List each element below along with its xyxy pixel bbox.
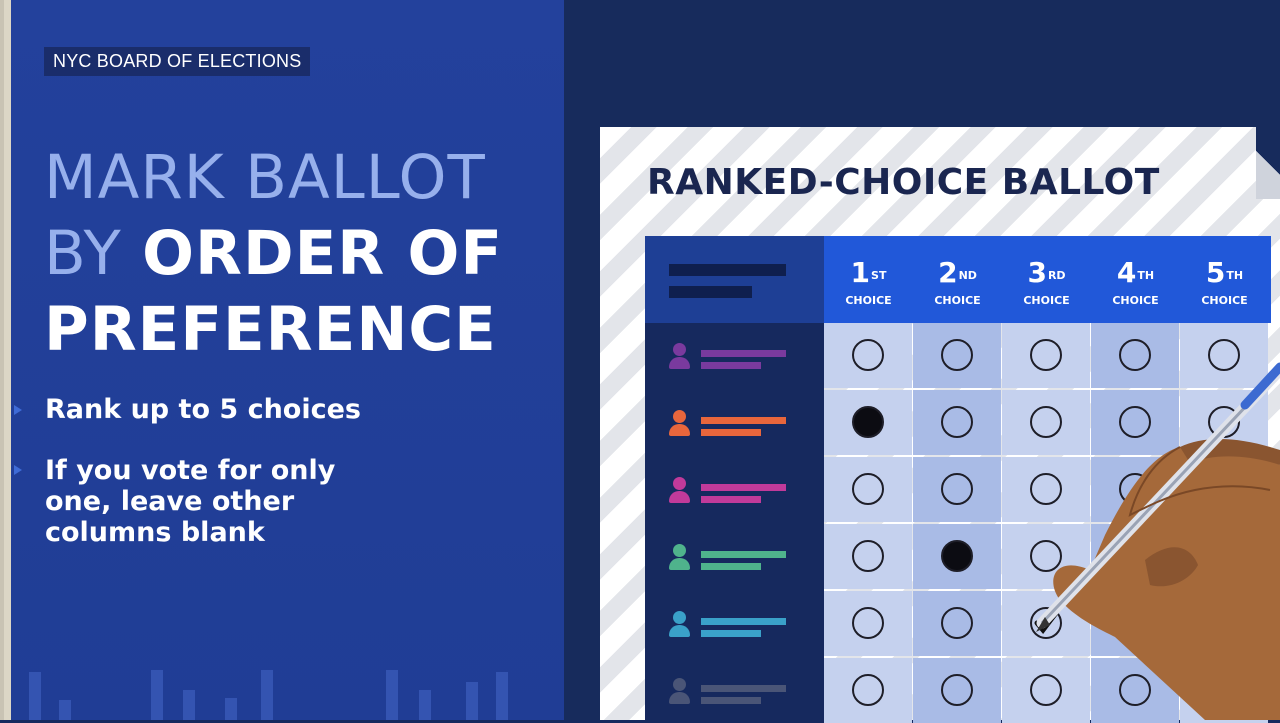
left-edge-strip	[0, 0, 11, 720]
person-icon-body	[669, 558, 690, 570]
choice-header-4: 4TH CHOICE	[1112, 256, 1159, 308]
info-panel	[11, 0, 564, 720]
ballot-cell	[1002, 390, 1090, 455]
empty-bubble[interactable]	[852, 339, 884, 371]
candidate-name-line	[701, 417, 786, 424]
person-icon-body	[669, 625, 690, 637]
empty-bubble[interactable]	[1119, 339, 1151, 371]
ballot-cell	[913, 323, 1001, 388]
ballot-cell	[824, 524, 912, 589]
bullet-rank: Rank up to 5 choices	[45, 394, 361, 425]
person-icon	[673, 343, 686, 356]
headline-line2-bold: ORDER OF	[142, 218, 504, 289]
candidate-header	[645, 236, 824, 323]
bullet-line: columns blank	[45, 517, 265, 548]
headline-line1: MARK BALLOT	[44, 142, 486, 213]
candidate-name-line	[701, 496, 761, 503]
empty-bubble[interactable]	[1119, 406, 1151, 438]
bullet-arrow-icon	[14, 405, 22, 415]
empty-bubble[interactable]	[941, 339, 973, 371]
ballot-cell	[1002, 658, 1090, 723]
bullet-arrow-icon	[14, 465, 22, 475]
empty-bubble[interactable]	[1119, 674, 1151, 706]
choice-header-1: 1ST CHOICE	[845, 256, 892, 308]
bullet-line: one, leave other	[45, 486, 295, 517]
ballot-cell	[913, 591, 1001, 656]
person-icon-body	[669, 491, 690, 503]
candidate-name-line	[701, 429, 761, 436]
ballot-title: RANKED-CHOICE BALLOT	[647, 162, 1160, 203]
bullet-line: If you vote for only	[45, 455, 336, 486]
candidate-name-line	[701, 697, 761, 704]
person-icon	[673, 611, 686, 624]
person-icon	[673, 477, 686, 490]
filled-bubble[interactable]	[941, 540, 973, 572]
empty-bubble[interactable]	[1030, 540, 1062, 572]
filled-bubble[interactable]	[852, 406, 884, 438]
candidate-name-line	[701, 618, 786, 625]
empty-bubble[interactable]	[1030, 406, 1062, 438]
person-icon-body	[669, 692, 690, 704]
headline: MARK BALLOT BY ORDER OF PREFERENCE	[44, 140, 503, 368]
candidate-name-line	[701, 484, 786, 491]
candidate-name-line	[701, 563, 761, 570]
empty-bubble[interactable]	[1030, 473, 1062, 505]
person-icon-body	[669, 357, 690, 369]
ballot-cell	[913, 524, 1001, 589]
ballot-cell	[1091, 323, 1179, 388]
choice-header: 1ST CHOICE 2ND CHOICE 3RD CHOICE 4TH CHOICE 5TH C…	[824, 236, 1271, 323]
empty-bubble[interactable]	[941, 607, 973, 639]
empty-bubble[interactable]	[852, 473, 884, 505]
empty-bubble[interactable]	[1030, 674, 1062, 706]
person-icon	[673, 410, 686, 423]
person-icon	[673, 544, 686, 557]
bullet-line: Rank up to 5 choices	[45, 394, 361, 425]
headline-line3: PREFERENCE	[44, 294, 497, 365]
candidate-name-line	[701, 362, 761, 369]
ballot-cell	[1002, 457, 1090, 522]
candidate-name-line	[701, 685, 786, 692]
empty-bubble[interactable]	[1208, 339, 1240, 371]
paper-fold-corner	[1256, 127, 1280, 199]
ballot-cell	[1002, 323, 1090, 388]
ballot-cell	[824, 591, 912, 656]
hand-with-pen-icon	[1036, 362, 1280, 720]
headline-line2-light: BY	[44, 218, 122, 289]
empty-bubble[interactable]	[852, 674, 884, 706]
decorative-bars	[11, 660, 564, 720]
candidate-name-line	[701, 350, 786, 357]
ballot-cell	[824, 658, 912, 723]
choice-header-5: 5TH CHOICE	[1201, 256, 1248, 308]
empty-bubble[interactable]	[1030, 339, 1062, 371]
person-icon	[673, 678, 686, 691]
bullet-single-vote: If you vote for only one, leave other co…	[45, 455, 335, 548]
ballot-cell	[824, 390, 912, 455]
ballot-cell	[913, 457, 1001, 522]
ballot-cell	[913, 390, 1001, 455]
ballot-cell	[1180, 323, 1268, 388]
empty-bubble[interactable]	[852, 540, 884, 572]
empty-bubble[interactable]	[941, 473, 973, 505]
choice-header-2: 2ND CHOICE	[934, 256, 981, 308]
empty-bubble[interactable]	[941, 406, 973, 438]
person-icon-body	[669, 424, 690, 436]
candidate-column	[645, 323, 824, 720]
candidate-name-line	[701, 630, 761, 637]
empty-bubble[interactable]	[941, 674, 973, 706]
source-tag: NYC BOARD OF ELECTIONS	[44, 47, 311, 76]
ballot-cell	[913, 658, 1001, 723]
ballot-cell	[1091, 390, 1179, 455]
candidate-name-line	[701, 551, 786, 558]
ballot-cell	[824, 457, 912, 522]
empty-bubble[interactable]	[852, 607, 884, 639]
ballot-cell	[824, 323, 912, 388]
choice-header-3: 3RD CHOICE	[1023, 256, 1070, 308]
